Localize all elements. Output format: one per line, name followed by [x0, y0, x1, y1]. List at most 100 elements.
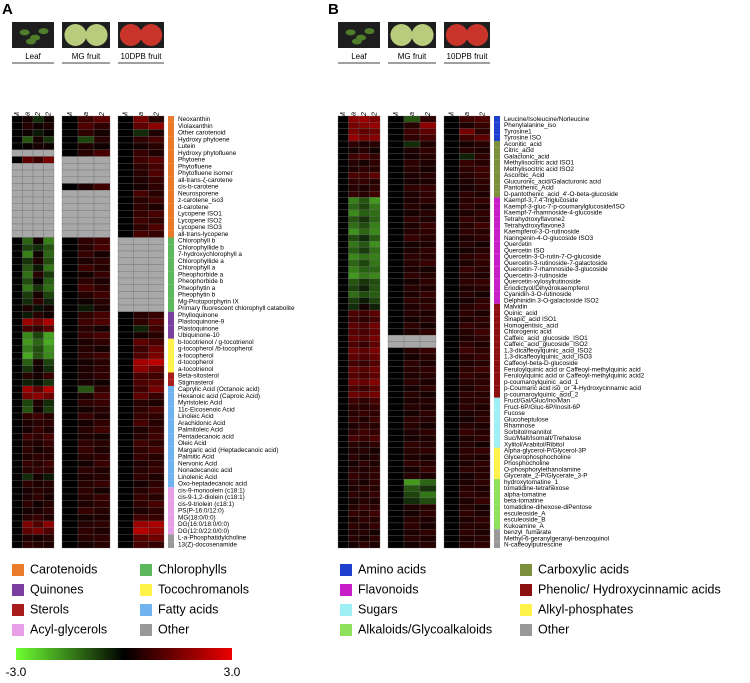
row-label: Caffeoyl-beta-D-glucoside	[504, 360, 578, 367]
heatmap-cell	[459, 334, 475, 342]
heatmap-cell	[61, 460, 79, 468]
heatmap-cell	[22, 365, 34, 373]
heatmap-cell	[117, 291, 134, 299]
heatmap-cell	[369, 153, 381, 160]
heatmap-cell	[358, 460, 370, 467]
heatmap-cell	[61, 439, 79, 447]
heatmap-cell	[358, 522, 370, 530]
heatmap-cell	[133, 196, 149, 204]
heatmap-cell	[11, 460, 23, 468]
heatmap-cell	[474, 134, 491, 142]
heatmap-cell	[43, 230, 55, 238]
heatmap-cell	[133, 500, 149, 508]
heatmap-cell	[337, 472, 349, 480]
heatmap-cell	[148, 466, 165, 474]
heatmap-cell	[77, 136, 95, 144]
heatmap-cell	[403, 222, 421, 229]
legend-label: Fatty acids	[158, 602, 218, 616]
heatmap-cell	[387, 541, 405, 549]
class-marker	[494, 497, 500, 505]
heatmap-cell	[148, 115, 165, 123]
heatmap-cell	[77, 122, 95, 130]
heatmap-cell	[443, 241, 460, 248]
heatmap-cell	[77, 237, 95, 245]
heatmap-cell	[22, 352, 34, 360]
heatmap-cell	[61, 399, 79, 407]
row-label: Quercetin-3-O-rutin-7-O-glucoside	[504, 254, 601, 261]
row-label: L-a-Phosphatidylcholine	[178, 535, 247, 542]
heatmap-cell	[369, 165, 381, 173]
class-marker	[494, 203, 500, 210]
heatmap-cell	[348, 228, 360, 236]
heatmap-cell	[348, 291, 360, 298]
heatmap-cell	[474, 316, 491, 323]
heatmap-cell	[459, 266, 475, 273]
heatmap-cell	[133, 318, 149, 326]
heatmap-cell	[369, 441, 381, 448]
row-label: Pantothenic_Acid	[504, 185, 554, 192]
heatmap-cell	[387, 228, 405, 236]
heatmap-cell	[93, 304, 111, 312]
heatmap-cell	[419, 203, 437, 211]
heatmap-cell	[11, 223, 23, 231]
heatmap-cell	[369, 266, 381, 273]
heatmap-cell	[32, 291, 44, 299]
fruit-icon	[85, 24, 108, 46]
heatmap-cell	[403, 353, 421, 361]
heatmap-cell	[61, 142, 79, 150]
heatmap-cell	[148, 358, 165, 366]
heatmap-cell	[348, 435, 360, 442]
heatmap-cell	[443, 447, 460, 455]
heatmap-cell	[22, 271, 34, 279]
heatmap-cell	[443, 291, 460, 298]
heatmap-cell	[419, 159, 437, 167]
colorbar-max-label: 3.0	[224, 665, 241, 679]
heatmap-cell	[443, 272, 460, 279]
heatmap-cell	[348, 241, 360, 248]
heatmap-cell	[337, 241, 349, 248]
heatmap-cell	[22, 250, 34, 258]
heatmap-cell	[474, 416, 491, 423]
heatmap-cell	[148, 520, 165, 528]
heatmap-cell	[22, 230, 34, 238]
heatmap-cell	[148, 480, 165, 488]
heatmap-cell	[369, 228, 381, 236]
heatmap-cell	[369, 372, 381, 380]
heatmap-cell	[387, 372, 405, 380]
heatmap-cell	[133, 304, 149, 312]
heatmap-cell	[77, 298, 95, 306]
heatmap-cell	[369, 360, 381, 367]
row-label: benzyl_fumarate	[504, 529, 552, 536]
row-label: D-pantothenic_acid_4'-O-beta-glucoside	[504, 191, 619, 198]
heatmap-cell	[11, 446, 23, 454]
heatmap-cell	[22, 473, 34, 481]
heatmap-cell	[61, 311, 79, 319]
heatmap-cell	[43, 453, 55, 461]
heatmap-cell	[11, 365, 23, 373]
heatmap-cell	[61, 392, 79, 400]
heatmap-cell	[443, 410, 460, 417]
heatmap-cell	[419, 253, 437, 261]
heatmap-cell	[474, 341, 491, 348]
heatmap-cell	[11, 122, 23, 130]
heatmap-cell	[61, 466, 79, 474]
heatmap-cell	[148, 169, 165, 177]
class-marker	[168, 527, 174, 535]
heatmap-cell	[117, 534, 134, 542]
heatmap-cell	[358, 491, 370, 499]
heatmap-cell	[403, 472, 421, 480]
heatmap-cell	[403, 291, 421, 298]
heatmap-cell	[459, 190, 475, 198]
legend-label: Other	[538, 622, 569, 636]
heatmap-cell	[77, 352, 95, 360]
heatmap-cell	[32, 392, 44, 400]
heatmap-cell	[369, 385, 381, 392]
heatmap-cell	[419, 322, 437, 330]
heatmap-cell	[474, 115, 491, 123]
class-marker	[494, 234, 500, 242]
heatmap-cell	[77, 372, 95, 380]
heatmap-cell	[443, 128, 460, 135]
heatmap-cell	[443, 428, 460, 436]
heatmap-cell	[93, 277, 111, 285]
row-label: Aconitic_acid	[504, 141, 542, 148]
